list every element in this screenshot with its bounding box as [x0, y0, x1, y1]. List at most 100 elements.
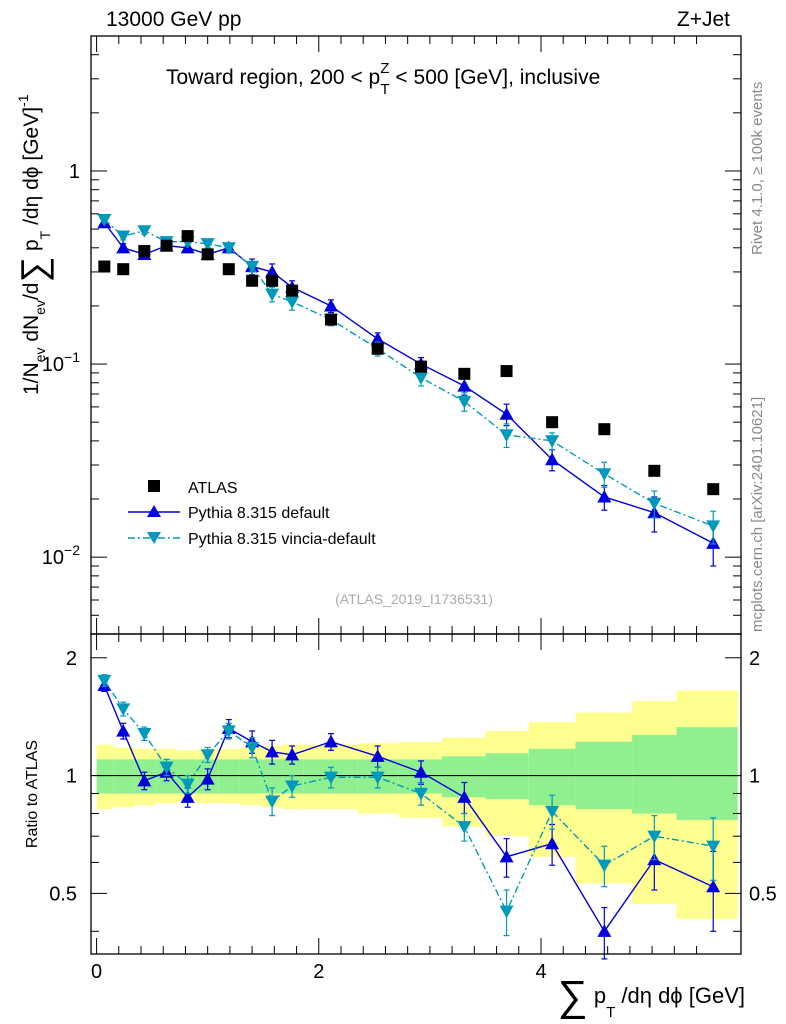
- uncertainty-band-inner: [676, 727, 738, 820]
- vincia-point: [545, 435, 560, 448]
- ratio-default-point: [285, 747, 300, 761]
- ratio-vincia-point: [285, 780, 300, 794]
- y-tick-label: 10−1: [42, 349, 80, 376]
- uncertainty-band-inner: [485, 753, 529, 800]
- default-point: [545, 452, 560, 466]
- vincia-point: [116, 230, 131, 244]
- default-point: [597, 489, 612, 503]
- ratio-panel: 0.5 0.5 1 1 2 2 0 2 4 Ratio to ATLAS ∑ pT /dη dϕ…: [24, 633, 777, 1021]
- vincia-point: [265, 288, 280, 302]
- uncertainty-band-inner: [239, 759, 263, 794]
- atlas-point: [117, 263, 130, 276]
- ratio-vincia-point: [116, 703, 131, 716]
- main-panel: 1 10−1 10−2 Toward region, 200 < pZ T < 500…: [13, 35, 742, 635]
- ratio-default-point: [324, 734, 338, 748]
- atlas-point: [458, 367, 471, 380]
- ratio-vincia-point: [265, 795, 280, 809]
- ratio-y-tick-label-right: 2: [749, 648, 760, 670]
- ratio-vincia-point: [370, 771, 385, 785]
- atlas-point: [181, 230, 194, 243]
- default-point: [324, 298, 338, 312]
- ratio-default-point: [414, 765, 428, 778]
- legend-atlas-label: ATLAS: [188, 480, 238, 497]
- atlas-point: [371, 342, 384, 355]
- ratio-vincia-point: [597, 859, 612, 873]
- ratio-y-tick-label-left: 1: [66, 766, 77, 788]
- ratio-vincia-point: [457, 821, 472, 834]
- ratio-default-point: [545, 836, 560, 850]
- default-point: [499, 407, 514, 420]
- ratio-y-tick-label-left: 0.5: [49, 883, 77, 905]
- atlas-point: [266, 274, 279, 287]
- atlas-point: [246, 274, 259, 287]
- ratio-default-point: [457, 790, 472, 803]
- analysis-watermark: (ATLAS_2019_I1736531): [335, 591, 493, 607]
- y-axis-label: 1/Nev dNev/d∑ pT /dη dϕ [GeV]-1: [13, 94, 54, 395]
- vincia-point: [221, 242, 236, 255]
- uncertainty-band-inner: [96, 759, 114, 794]
- ratio-default-point: [200, 771, 215, 785]
- ratio-default-point: [137, 773, 152, 787]
- x-tick-label: 2: [313, 961, 324, 983]
- ratio-y-tick-label-right: 0.5: [749, 883, 777, 905]
- vincia-point: [597, 468, 612, 481]
- ratio-vincia-point: [414, 787, 428, 801]
- x-tick-label: 0: [91, 961, 102, 983]
- atlas-point: [138, 245, 151, 258]
- vincia-point: [499, 429, 514, 442]
- x-axis-label: ∑ pT /dη dϕ [GeV]: [558, 972, 745, 1021]
- atlas-point: [201, 248, 214, 261]
- ratio-vincia-point: [499, 905, 514, 919]
- vincia-point: [97, 213, 112, 227]
- atlas-point: [648, 464, 661, 477]
- atlas-point: [286, 284, 299, 297]
- ratio-vincia-point: [137, 728, 152, 741]
- default-point: [370, 331, 385, 345]
- default-point: [457, 378, 472, 392]
- ratio-default-point: [499, 849, 514, 863]
- ratio-vincia-point: [647, 830, 662, 844]
- ratio-default-point: [265, 744, 280, 758]
- ratio-frame: [90, 633, 742, 955]
- ratio-vincia-point: [159, 761, 174, 775]
- y-tick-label: 1: [69, 161, 80, 183]
- uncertainty-band-inner: [218, 759, 240, 794]
- ratio-default-point: [370, 749, 385, 762]
- x-tick-label: 4: [535, 961, 546, 983]
- ratio-vincia-point: [545, 805, 560, 819]
- atlas-point: [222, 263, 235, 276]
- atlas-point: [546, 416, 559, 429]
- process-label: Z+Jet: [677, 8, 730, 31]
- atlas-point: [160, 239, 173, 252]
- legend: ATLAS Pythia 8.315 default Pythia 8.315 …: [128, 480, 376, 548]
- rivet-version-label: Rivet 4.1.0, ≥ 100k events: [749, 82, 766, 255]
- atlas-point: [500, 365, 513, 378]
- vincia-point: [647, 497, 662, 511]
- legend-default-label: Pythia 8.315 default: [188, 505, 330, 522]
- uncertainty-band-inner: [632, 734, 677, 814]
- ratio-default-point: [116, 723, 131, 737]
- energy-label: 13000 GeV pp: [106, 8, 241, 31]
- ratio-vincia-point: [221, 725, 236, 738]
- ratio-y-tick-label-right: 1: [749, 766, 760, 788]
- ratio-default-point: [597, 924, 612, 937]
- legend-vincia-marker: [147, 532, 161, 544]
- mcplots-label: mcplots.cern.ch [arXiv:2401.10621]: [749, 397, 766, 632]
- ratio-default-point: [706, 879, 721, 893]
- vincia-point: [137, 225, 152, 238]
- ratio-y-tick-label-left: 2: [66, 648, 77, 670]
- uncertainty-band-inner: [113, 759, 135, 794]
- atlas-point: [415, 360, 427, 373]
- ratio-vincia-point: [245, 741, 260, 755]
- ratio-y-axis-label: Ratio to ATLAS: [24, 740, 41, 848]
- uncertainty-band-inner: [262, 759, 283, 794]
- y-tick-label: 10−2: [42, 542, 80, 569]
- vincia-point: [285, 296, 300, 309]
- atlas-point: [707, 483, 720, 496]
- legend-atlas-marker: [148, 480, 160, 492]
- default-point: [116, 240, 131, 254]
- vincia-point: [706, 520, 721, 533]
- ratio-default-point: [180, 790, 195, 803]
- vincia-point: [457, 395, 472, 409]
- vincia-point: [200, 238, 215, 251]
